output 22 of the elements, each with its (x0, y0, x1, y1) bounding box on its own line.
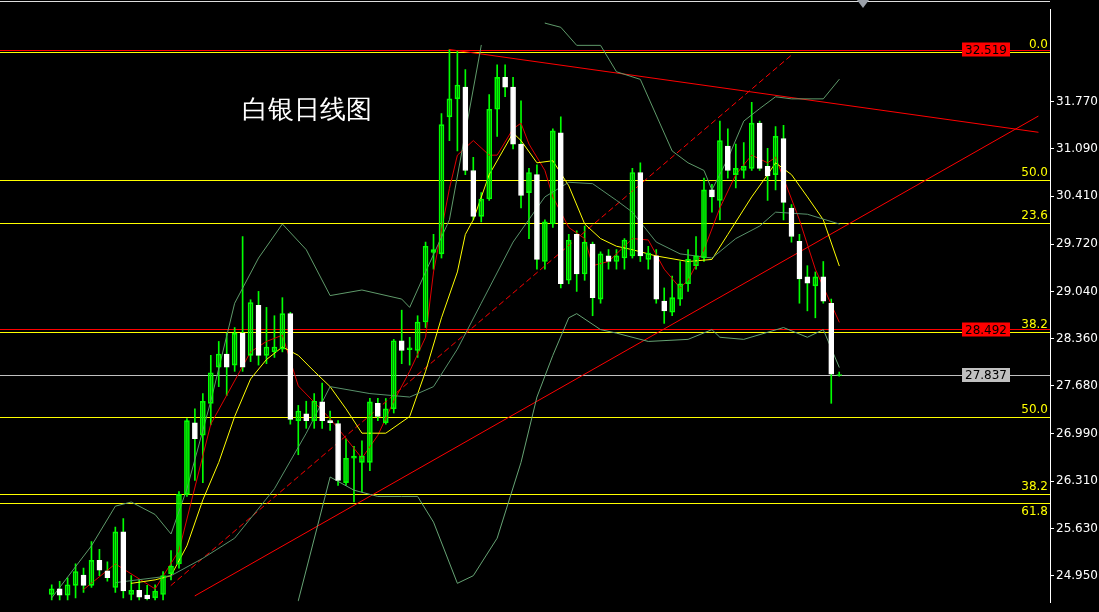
y-tick-label: 25.630 (1056, 520, 1098, 535)
text: 白银日线图 (242, 93, 372, 126)
annotation: 38.2 (1021, 479, 1048, 494)
y-tick-label: 26.990 (1056, 426, 1098, 441)
y-tick-label: 24.950 (1056, 567, 1098, 582)
y-tick-label: 31.090 (1056, 141, 1098, 156)
annotation: 23.6 (1021, 207, 1048, 222)
annotation: 38.2 (1021, 316, 1048, 331)
ref-line-label: 28.492 (965, 322, 1008, 337)
annotation: 0.0 (1028, 36, 1048, 51)
y-tick-label: 31.770 (1056, 93, 1098, 108)
annotation: 50.0 (1021, 401, 1048, 416)
y-tick-label: 27.680 (1056, 378, 1098, 393)
ref-line-label: 32.519 (965, 42, 1008, 57)
y-tick-label: 30.410 (1056, 188, 1098, 203)
annotation: 61.8 (1021, 503, 1048, 518)
y-tick-label: 29.720 (1056, 236, 1098, 251)
annotation: 50.0 (1021, 165, 1048, 180)
y-tick-label: 29.040 (1056, 283, 1098, 298)
y-tick-label: 26.310 (1056, 473, 1098, 488)
y-tick-label: 28.360 (1056, 330, 1098, 345)
ref-line-label: 27.837 (965, 368, 1008, 383)
